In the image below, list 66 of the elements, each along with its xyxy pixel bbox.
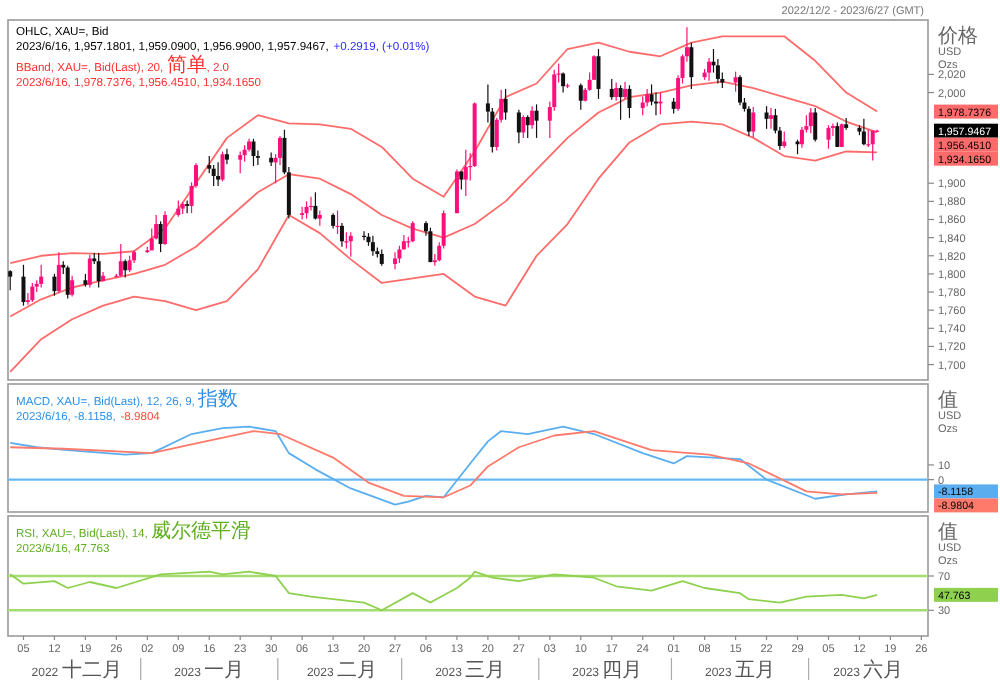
line-series (9, 35, 879, 264)
candlestick (530, 105, 535, 130)
candlestick (835, 121, 840, 148)
candlestick (154, 214, 159, 241)
candlestick (534, 103, 539, 139)
candlestick (238, 150, 243, 174)
candlestick (348, 231, 353, 258)
candlestick (65, 265, 70, 299)
candlestick (370, 235, 375, 257)
candlestick (764, 105, 769, 130)
candlestick (768, 107, 773, 130)
candlestick (410, 220, 415, 243)
line-series (9, 570, 879, 612)
candlestick (224, 148, 229, 165)
candlestick (21, 264, 26, 307)
candlestick (689, 42, 694, 90)
candlestick (861, 118, 866, 146)
candlestick (746, 105, 751, 137)
candlestick (70, 275, 75, 298)
candlestick (525, 114, 530, 139)
candlestick (87, 254, 92, 289)
candlestick (609, 78, 614, 101)
candlestick (561, 71, 566, 94)
candlestick (8, 269, 13, 291)
candlestick (503, 88, 508, 121)
candlestick (211, 164, 216, 187)
candlestick (751, 106, 756, 138)
candlestick (614, 81, 619, 102)
candlestick (870, 130, 875, 162)
candlestick (300, 206, 305, 221)
line-series (9, 120, 879, 373)
candlestick (618, 84, 623, 121)
candlestick (459, 170, 464, 191)
candlestick (826, 124, 831, 150)
candlestick (463, 149, 468, 197)
candlestick (52, 273, 57, 297)
candlestick (393, 251, 398, 270)
candlestick (640, 95, 645, 116)
candlestick (313, 191, 318, 221)
candlestick (707, 57, 712, 82)
candlestick (813, 107, 818, 143)
line-series (9, 80, 879, 318)
candlestick (30, 282, 35, 303)
candlestick (39, 264, 44, 289)
candlestick (627, 84, 632, 119)
candlestick (428, 227, 433, 263)
candlestick (251, 138, 256, 167)
candlestick (158, 220, 163, 253)
candlestick (738, 74, 743, 106)
candlestick (96, 252, 101, 289)
candlestick (216, 161, 221, 187)
candlestick (118, 243, 123, 278)
candlestick (163, 210, 168, 246)
candlestick (123, 258, 128, 279)
candlestick (808, 107, 813, 134)
candlestick (578, 82, 583, 111)
candlestick (839, 122, 844, 148)
candlestick (339, 222, 344, 248)
candlestick (733, 71, 738, 93)
candlestick (516, 109, 521, 144)
candlestick (220, 150, 225, 183)
candlestick (454, 169, 459, 214)
candlestick (56, 251, 61, 294)
candlestick (596, 48, 601, 100)
candlestick (185, 199, 190, 214)
candlestick (521, 114, 526, 139)
